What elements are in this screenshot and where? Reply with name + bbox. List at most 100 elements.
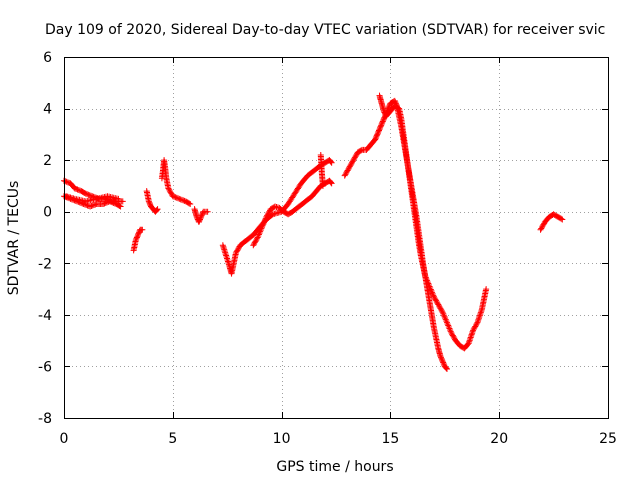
data-point: [343, 170, 350, 177]
data-point: [377, 123, 384, 130]
data-point: [431, 295, 438, 302]
data-point: [347, 162, 354, 169]
data-point: [135, 230, 142, 237]
data-point: [442, 315, 449, 322]
data-point: [450, 333, 457, 340]
data-point: [438, 307, 445, 314]
data-point: [538, 225, 545, 232]
data-point: [358, 147, 365, 154]
data-point: [472, 323, 479, 330]
data-point: [260, 219, 267, 226]
data-point: [353, 151, 360, 158]
data-point: [198, 213, 205, 220]
data-point: [445, 322, 452, 329]
data-point: [255, 231, 262, 238]
data-point: [448, 329, 455, 336]
data-point: [437, 305, 444, 312]
data-point: [81, 201, 88, 208]
data-point: [154, 206, 161, 213]
data-point: [427, 284, 434, 291]
data-point: [439, 309, 446, 316]
data-point: [117, 203, 124, 210]
data-point: [386, 102, 393, 109]
data-point: [372, 136, 379, 143]
data-point: [449, 332, 456, 339]
data-point: [253, 237, 260, 244]
data-point: [91, 202, 98, 209]
data-point: [256, 230, 263, 237]
data-point: [483, 286, 490, 293]
data-point: [195, 219, 202, 226]
data-point: [186, 200, 193, 207]
data-point: [424, 279, 431, 286]
data-point: [443, 366, 450, 373]
data-point: [173, 194, 180, 201]
data-point: [119, 198, 126, 205]
data-point: [261, 218, 268, 225]
data-point: [252, 238, 259, 245]
data-point: [328, 159, 335, 166]
data-point: [258, 225, 265, 232]
data-point: [372, 135, 379, 142]
data-point: [82, 190, 89, 197]
data-point: [437, 354, 444, 361]
data-point: [115, 195, 122, 202]
data-point: [428, 287, 435, 294]
data-point: [262, 215, 269, 222]
data-point: [169, 193, 176, 200]
data-point: [172, 194, 179, 201]
data-point: [197, 216, 203, 223]
data-point: [470, 326, 477, 333]
data-point: [176, 195, 183, 202]
data-point: [351, 155, 358, 162]
data-point: [348, 161, 355, 168]
x-tick-label: 5: [168, 431, 177, 447]
plot-frame: [64, 57, 609, 419]
data-point: [259, 224, 266, 231]
data-point: [86, 192, 93, 199]
data-point: [260, 221, 267, 228]
data-point: [558, 215, 565, 222]
data-point: [422, 273, 429, 280]
data-point: [262, 216, 269, 223]
data-point: [440, 359, 447, 366]
data-point: [444, 321, 451, 328]
data-point: [470, 327, 477, 334]
data-point: [342, 171, 349, 178]
y-tick-label: 4: [43, 102, 52, 118]
chart-title: Day 109 of 2020, Sidereal Day-to-day VTE…: [45, 22, 605, 38]
data-point: [343, 168, 350, 175]
data-point: [74, 186, 81, 193]
data-point: [429, 290, 436, 297]
data-point: [442, 316, 449, 323]
data-point: [145, 198, 152, 205]
data-point: [433, 297, 440, 304]
data-point: [75, 187, 82, 194]
data-point: [233, 248, 240, 255]
data-point: [146, 200, 153, 207]
data-point: [378, 122, 385, 129]
data-point: [266, 208, 273, 215]
data-point: [435, 301, 442, 308]
x-tick-label: 10: [273, 431, 291, 447]
data-point: [165, 185, 172, 192]
data-point: [446, 325, 453, 332]
y-axis-label: SDTVAR / TECUs: [6, 181, 22, 296]
data-point: [424, 277, 431, 284]
data-point: [451, 335, 458, 342]
data-point: [379, 118, 386, 125]
data-point: [251, 239, 258, 246]
data-point: [373, 133, 380, 140]
data-point: [381, 109, 388, 116]
data-point: [167, 189, 174, 196]
data-point: [87, 192, 94, 199]
data-point: [344, 167, 351, 174]
data-point: [438, 306, 445, 313]
data-point: [180, 197, 187, 204]
data-point: [440, 310, 447, 317]
data-point: [423, 276, 430, 283]
data-point: [198, 212, 205, 219]
data-point: [352, 153, 359, 160]
data-point: [88, 203, 95, 210]
data-point: [102, 199, 109, 206]
